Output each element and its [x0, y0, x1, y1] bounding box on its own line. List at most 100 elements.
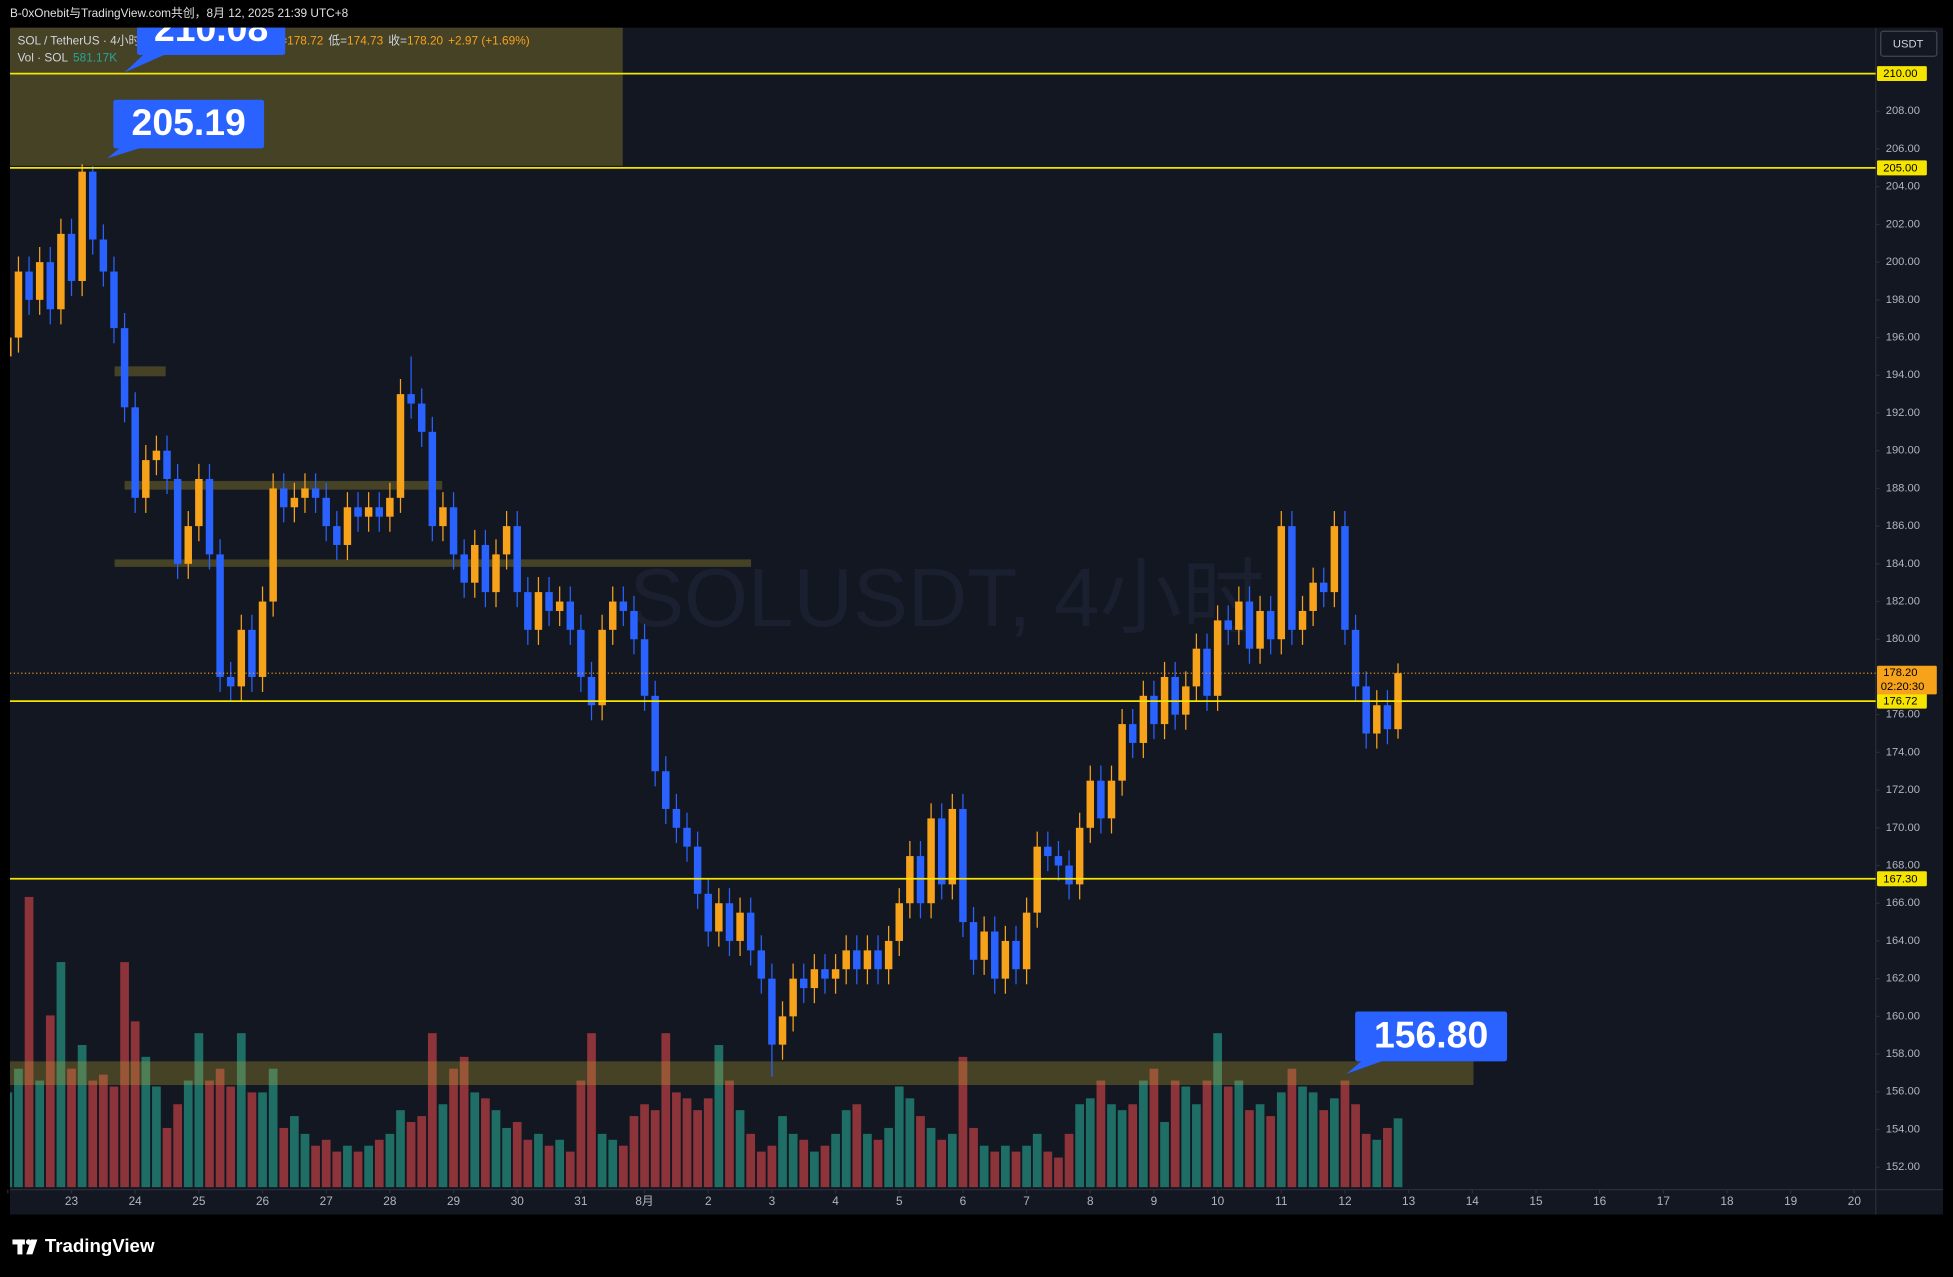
volume-bar — [587, 1033, 596, 1188]
volume-bar — [1298, 1086, 1307, 1188]
volume-bar — [820, 1145, 830, 1188]
volume-bar — [1032, 1133, 1042, 1188]
candle-body — [152, 450, 161, 461]
candle-body — [789, 978, 797, 1017]
volume-bar — [374, 1139, 384, 1188]
volume-bar — [1128, 1104, 1138, 1188]
volume-bar — [215, 1068, 225, 1188]
chart-area — [9, 27, 1944, 1215]
volume-bar — [417, 1116, 427, 1188]
candle-body — [1320, 582, 1328, 593]
legend-field-value: 178.20 — [407, 33, 444, 47]
volume-bar — [1022, 1145, 1031, 1188]
candle-body — [237, 629, 246, 687]
volume-bar — [1223, 1086, 1233, 1188]
volume-bar — [98, 1074, 108, 1188]
volume-bar — [9, 1092, 13, 1188]
candle-body — [354, 507, 362, 517]
volume-bar — [512, 1122, 522, 1188]
x-tick-label: 7 — [1023, 1194, 1030, 1208]
volume-bar — [353, 1151, 363, 1188]
volume-bar — [1361, 1133, 1371, 1188]
y-tick-label: 174.00 — [1886, 746, 1920, 758]
candle-body — [768, 978, 776, 1045]
candle-body — [842, 950, 850, 970]
y-tick-label: 158.00 — [1886, 1048, 1920, 1060]
candle-body — [1097, 780, 1105, 819]
candle-body — [1309, 582, 1317, 611]
candle-body — [662, 771, 670, 809]
candle-body — [831, 969, 840, 979]
price-line-label-bg — [1877, 160, 1927, 176]
volume-bar — [1319, 1110, 1329, 1188]
candle-body — [874, 950, 882, 970]
y-tick-label: 198.00 — [1886, 294, 1920, 306]
candle-body — [120, 328, 129, 408]
candle-body — [226, 676, 235, 687]
candle-body — [513, 526, 521, 593]
currency-box — [1880, 30, 1938, 57]
candle-body — [545, 592, 553, 611]
volume-bar — [1160, 1122, 1169, 1188]
volume-bar — [470, 1092, 480, 1188]
candle-body — [1033, 846, 1041, 913]
candle-body — [1245, 601, 1254, 649]
x-tick-label: 16 — [1593, 1194, 1607, 1208]
volume-bar — [979, 1145, 989, 1188]
x-tick-label: 6 — [960, 1194, 967, 1208]
candle-body — [1256, 610, 1264, 649]
x-tick-label: 26 — [256, 1194, 270, 1208]
candle-body — [715, 903, 723, 932]
candle-body — [800, 978, 808, 989]
candle-body — [969, 922, 978, 960]
y-tick-label: 168.00 — [1886, 859, 1920, 871]
volume-last: 581.17K — [73, 51, 117, 65]
volume-bar — [396, 1110, 405, 1188]
volume-bar — [173, 1104, 182, 1188]
volume-bar — [332, 1151, 342, 1188]
volume-bar — [88, 1080, 98, 1188]
candle-body — [471, 544, 479, 583]
candle-body — [195, 478, 203, 527]
volume-bar — [459, 1056, 469, 1188]
last-price-label: 178.20 — [1883, 667, 1917, 679]
candle-body — [704, 893, 712, 932]
y-tick-label: 192.00 — [1886, 407, 1920, 419]
volume-bar — [916, 1116, 925, 1188]
volume-bar — [1075, 1104, 1085, 1188]
volume-bar — [618, 1145, 628, 1188]
candle-body — [821, 969, 829, 979]
candle-body — [524, 592, 532, 630]
volume-bar — [321, 1139, 331, 1188]
currency: USDT — [1893, 38, 1924, 50]
volume-bar — [290, 1116, 299, 1188]
candle-body — [1086, 780, 1095, 828]
volume-bar — [756, 1151, 766, 1188]
x-tick-label: 5 — [896, 1194, 903, 1208]
volume-bar — [406, 1122, 416, 1188]
candle-body — [142, 460, 150, 498]
price-line-label-bg — [1877, 871, 1927, 887]
x-tick-label: 2 — [705, 1194, 712, 1208]
candle-body — [333, 526, 341, 545]
volume-bar — [183, 1080, 193, 1188]
candle-body — [1298, 610, 1307, 630]
candle-body — [1171, 676, 1179, 715]
volume-bar — [1393, 1118, 1403, 1188]
candle-body — [1351, 629, 1360, 687]
volume-bar — [279, 1127, 289, 1188]
candle-body — [1288, 526, 1296, 630]
zone — [114, 366, 166, 377]
volume-bar — [258, 1092, 267, 1188]
volume-bar — [236, 1033, 246, 1188]
volume-bar — [523, 1139, 533, 1188]
legend-field-value: 174.73 — [347, 33, 384, 47]
volume-bar — [1245, 1110, 1254, 1188]
candle-body — [1150, 695, 1158, 725]
candle-body — [492, 554, 500, 593]
volume-bar — [1329, 1098, 1339, 1188]
price-line-label: 205.00 — [1883, 162, 1917, 174]
candle-body — [205, 478, 214, 555]
y-tick-label: 156.00 — [1886, 1086, 1920, 1098]
volume-bar — [725, 1080, 734, 1188]
